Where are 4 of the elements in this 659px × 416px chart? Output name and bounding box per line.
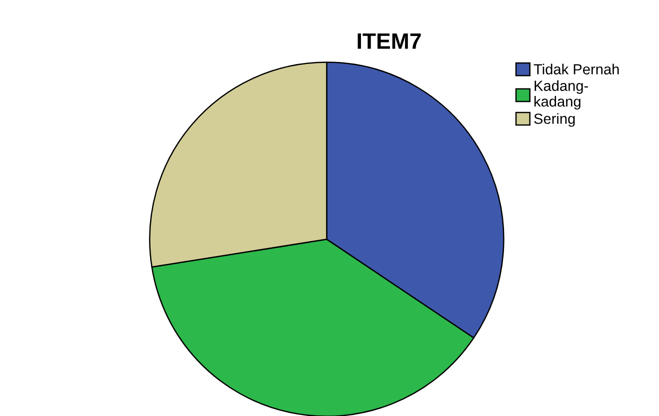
chart-title: ITEM7 <box>358 33 421 49</box>
legend-label: Kadang- kadang <box>534 80 588 110</box>
legend-label: Sering <box>534 113 575 127</box>
legend-label: Tidak Pernah <box>534 64 619 74</box>
